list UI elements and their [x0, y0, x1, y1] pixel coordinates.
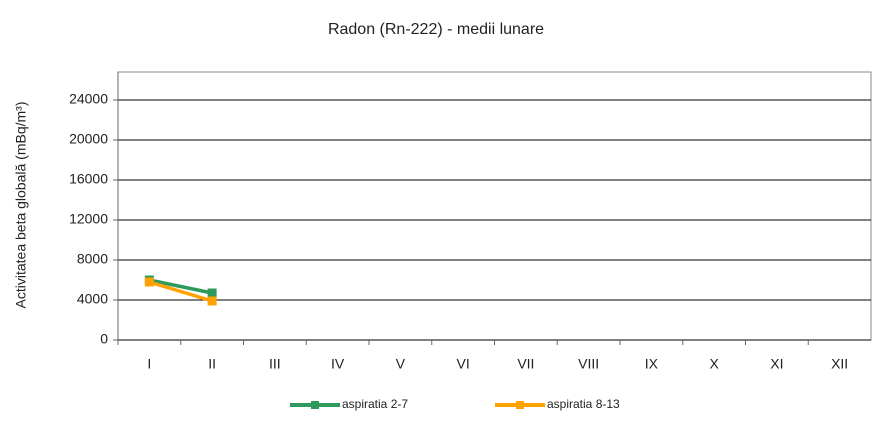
chart-title: Radon (Rn-222) - medii lunare [328, 21, 544, 38]
legend-marker [311, 401, 319, 409]
series-line [148, 280, 213, 303]
legend-label: aspiratia 2-7 [342, 397, 408, 411]
x-tick-label: III [269, 356, 281, 372]
x-tick-label: VI [457, 356, 470, 372]
x-tick-label: XII [831, 356, 848, 372]
point-marker [144, 277, 154, 287]
legend-label: aspiratia 8-13 [547, 397, 620, 411]
x-tick-label: IV [331, 356, 345, 372]
y-axis-label: Activitatea beta globală (mBq/m³) [13, 102, 29, 309]
x-tick-label: VIII [578, 356, 599, 372]
point-marker [207, 288, 217, 298]
legend-marker [516, 401, 524, 409]
x-tick-label: XI [770, 356, 783, 372]
y-tick-label: 4000 [77, 291, 108, 307]
x-tick-label: IX [645, 356, 659, 372]
x-tick-label: II [208, 356, 216, 372]
point-marker [207, 296, 217, 306]
x-tick-label: V [396, 356, 406, 372]
y-tick-label: 24000 [69, 91, 108, 107]
y-tick-label: 16000 [69, 171, 108, 187]
x-tick-label: I [147, 356, 151, 372]
y-tick-label: 12000 [69, 211, 108, 227]
y-tick-label: 8000 [77, 251, 108, 267]
y-tick-label: 20000 [69, 131, 108, 147]
series-line [149, 278, 213, 295]
y-tick-label: 0 [100, 331, 108, 347]
x-tick-label: VII [517, 356, 534, 372]
x-tick-label: X [709, 356, 719, 372]
